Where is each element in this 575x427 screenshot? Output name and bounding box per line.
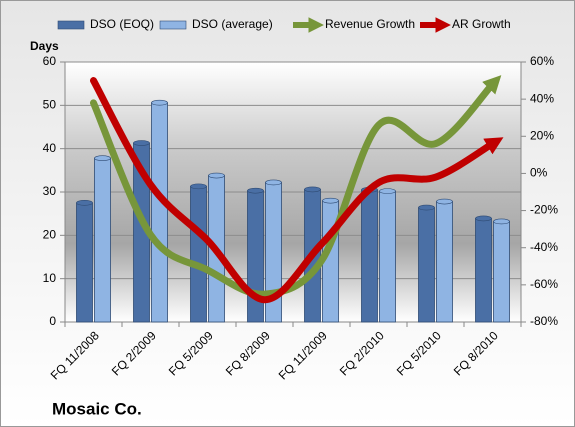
bar-cap	[379, 188, 396, 194]
bar	[190, 185, 207, 323]
y-tick-label: 10	[43, 271, 57, 285]
y2-tick-label: -80%	[530, 314, 558, 328]
y-tick-label: 0	[49, 314, 56, 328]
bar	[418, 207, 435, 323]
bar	[76, 202, 93, 323]
bar-cap	[208, 172, 225, 179]
line	[90, 75, 502, 298]
legend-label: DSO (EOQ)	[90, 17, 154, 31]
y-tick-label: 50	[43, 98, 57, 112]
bar-cap	[418, 204, 435, 211]
y2-tick-label: 40%	[530, 91, 554, 105]
bar-cap	[322, 197, 339, 204]
bar-cap	[436, 198, 453, 205]
bar-cap	[304, 186, 321, 193]
y2-tick-label: -60%	[530, 277, 558, 291]
legend-label: DSO (average)	[192, 17, 273, 31]
bar-cap	[94, 155, 111, 161]
y-tick-label: 30	[43, 184, 57, 198]
bar-cap	[151, 99, 168, 106]
y-tick-label: 40	[43, 141, 57, 155]
y2-tick-label: 20%	[530, 128, 554, 142]
bar-cap	[76, 200, 93, 206]
bar	[493, 221, 510, 323]
y2-tick-label: -20%	[530, 203, 558, 217]
bar-cap	[133, 140, 150, 146]
bar	[94, 157, 111, 323]
legend-label: AR Growth	[452, 17, 511, 31]
bar	[361, 189, 378, 323]
legend-swatch	[159, 20, 187, 30]
bar-cap	[190, 183, 207, 190]
bar-cap	[493, 218, 510, 225]
y2-tick-label: 0%	[530, 166, 548, 180]
y-tick-label: 20	[43, 228, 57, 242]
bar	[151, 102, 168, 323]
legend-label: Revenue Growth	[325, 17, 415, 31]
line	[90, 77, 504, 304]
bar	[379, 190, 396, 323]
y2-tick-label: -40%	[530, 240, 558, 254]
bar-cap	[475, 215, 492, 222]
legend-swatch	[57, 20, 85, 30]
y2-tick-label: 60%	[530, 54, 554, 68]
bar	[436, 201, 453, 323]
y-axis-label: Days	[30, 39, 59, 53]
bar-cap	[265, 179, 282, 186]
bar	[475, 218, 492, 323]
chart-title: Mosaic Co.	[52, 399, 142, 418]
bar-cap	[247, 187, 264, 194]
y-tick-label: 60	[43, 54, 57, 68]
